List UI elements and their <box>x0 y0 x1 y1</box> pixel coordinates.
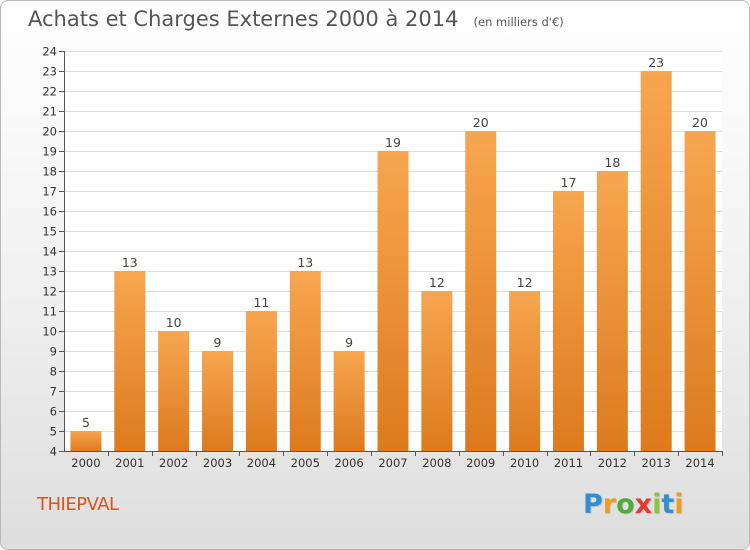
y-tick-label: 20 <box>42 125 57 139</box>
data-label-2002: 10 <box>166 315 182 330</box>
bar-2006 <box>333 351 365 451</box>
data-label-2010: 12 <box>517 275 533 290</box>
data-label-2012: 18 <box>604 155 620 170</box>
y-tick-label: 7 <box>50 385 57 399</box>
x-tick-label: 2012 <box>598 456 627 470</box>
bar-2010 <box>509 291 541 451</box>
proxiti-logo: Proxiti <box>583 489 684 520</box>
data-label-2009: 20 <box>473 115 489 130</box>
data-label-2008: 12 <box>429 275 445 290</box>
bar-2005 <box>289 271 321 451</box>
y-tick-label: 19 <box>42 145 57 159</box>
logo-letter: r <box>602 489 617 520</box>
logo-letter: t <box>661 489 675 520</box>
chart-unit: (en milliers d'€) <box>473 15 564 29</box>
chart-title: Achats et Charges Externes 2000 à 2014 <box>28 7 459 31</box>
y-tick-label: 14 <box>42 245 57 259</box>
y-tick-label: 18 <box>42 165 57 179</box>
title-row: Achats et Charges Externes 2000 à 2014 (… <box>28 7 564 31</box>
x-tick-label: 2003 <box>203 456 232 470</box>
bar-2011 <box>552 191 584 451</box>
y-tick-label: 17 <box>42 185 57 199</box>
data-label-2014: 20 <box>692 115 708 130</box>
x-tick-label: 2004 <box>247 456 276 470</box>
y-tick-label: 12 <box>42 285 57 299</box>
y-tick-label: 11 <box>42 305 57 319</box>
x-tick-label: 2002 <box>159 456 188 470</box>
x-tick-label: 2005 <box>291 456 320 470</box>
y-tick-labels: 4 5 6 7 8 9 10 11 12 13 14 15 16 17 18 19 20 21 22 23 24 <box>42 45 64 459</box>
y-tick-label: 22 <box>42 85 57 99</box>
logo-letter: x <box>634 489 653 520</box>
bar-2014 <box>684 131 716 451</box>
logo-letter: i <box>652 489 662 520</box>
bar-2004 <box>245 311 277 451</box>
data-label-2001: 13 <box>122 255 138 270</box>
data-label-2013: 23 <box>648 55 664 70</box>
x-tick-label: 2014 <box>685 456 714 470</box>
data-label-2005: 13 <box>297 255 313 270</box>
y-tick-label: 10 <box>42 325 57 339</box>
bar-2007 <box>377 151 409 451</box>
y-tick-label: 24 <box>42 45 57 59</box>
data-label-2000: 5 <box>82 415 90 430</box>
data-label-2007: 19 <box>385 135 401 150</box>
data-label-2004: 11 <box>253 295 269 310</box>
y-tick-label: 8 <box>50 365 57 379</box>
y-tick-label: 13 <box>42 265 57 279</box>
y-tick-label: 5 <box>50 425 57 439</box>
commune-name: THIEPVAL <box>37 494 119 515</box>
bar-2001 <box>114 271 146 451</box>
y-tick-label: 6 <box>50 405 57 419</box>
logo-letter: P <box>583 489 603 520</box>
x-tick-label: 2007 <box>378 456 407 470</box>
logo-letter: i <box>674 489 684 520</box>
x-tick-label: 2013 <box>642 456 671 470</box>
logo-letter: o <box>616 489 635 520</box>
bars <box>70 71 716 451</box>
x-tick-label: 2000 <box>71 456 100 470</box>
data-label-2003: 9 <box>214 335 222 350</box>
data-label-2011: 17 <box>561 175 577 190</box>
x-tick-label: 2006 <box>334 456 363 470</box>
bar-2008 <box>421 291 453 451</box>
bar-2012 <box>596 171 628 451</box>
x-tick-label: 2009 <box>466 456 495 470</box>
bar-2013 <box>640 71 672 451</box>
x-tick-label: 2010 <box>510 456 539 470</box>
x-tick-label: 2008 <box>422 456 451 470</box>
bar-2002 <box>158 331 190 451</box>
y-tick-label: 15 <box>42 225 57 239</box>
axes <box>64 51 722 452</box>
x-tick-labels: 2000 2001 2002 2003 2004 2005 2006 2007 2008 2009… <box>71 451 723 470</box>
y-tick-label: 9 <box>50 345 57 359</box>
y-tick-label: 21 <box>42 105 57 119</box>
bar-2009 <box>465 131 497 451</box>
data-label-2006: 9 <box>345 335 353 350</box>
bar-2003 <box>202 351 234 451</box>
x-tick-label: 2001 <box>115 456 144 470</box>
x-tick-label: 2011 <box>554 456 583 470</box>
y-tick-label: 23 <box>42 65 57 79</box>
bar-2000 <box>70 431 102 451</box>
data-labels: 5 13 10 9 11 13 9 19 12 20 12 17 18 23 20 <box>82 55 708 430</box>
y-tick-label: 4 <box>50 445 57 459</box>
y-tick-label: 16 <box>42 205 57 219</box>
